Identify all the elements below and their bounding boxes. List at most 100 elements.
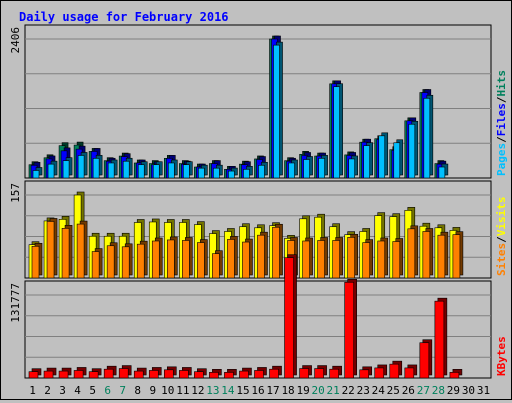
bar-pages-day-4 (77, 155, 85, 179)
bar-kbytes-day-7 (118, 368, 129, 379)
y-max-label-kbytes: 131777 (9, 283, 22, 323)
x-tick-label-day-22: 22 (342, 384, 355, 397)
x-tick-label-day-29: 29 (447, 384, 460, 397)
bar-pages-day-11 (183, 164, 190, 179)
x-tick-label-day-21: 21 (327, 384, 340, 397)
x-tick-label-day-13: 13 (206, 384, 219, 397)
bar-pages-day-1 (32, 170, 40, 179)
x-tick-label-day-20: 20 (312, 384, 325, 397)
bar-kbytes-day-8 (133, 370, 144, 379)
legend-separator: / (495, 136, 508, 143)
bar-sites-day-13 (212, 253, 220, 279)
y-max-label-visits-sites: 157 (9, 183, 22, 203)
x-tick-label-day-14: 14 (221, 384, 235, 397)
bar-kbytes-day-17 (269, 368, 279, 379)
x-tick-label-day-16: 16 (251, 384, 264, 397)
bar-sites-day-25 (392, 241, 401, 279)
y-max-label-hits-pages-files: 2406 (9, 27, 22, 54)
x-tick-label-day-12: 12 (191, 384, 204, 397)
x-tick-label-day-28: 28 (432, 384, 445, 397)
x-tick-label-day-1: 1 (29, 384, 36, 397)
bar-sites-day-5 (91, 251, 100, 279)
bar-pages-day-7 (122, 160, 130, 179)
bar-sites-day-8 (136, 243, 145, 279)
bar-kbytes-day-16 (254, 370, 264, 379)
bar-pages-day-3 (62, 160, 70, 179)
bar-sites-day-26 (407, 228, 416, 279)
x-tick-label-day-6: 6 (104, 384, 111, 397)
bar-kbytes-day-2 (43, 370, 54, 379)
bar-pages-day-17 (273, 44, 280, 179)
chart-title: Daily usage for February 2016 (19, 10, 229, 24)
bar-sites-day-10 (166, 239, 175, 279)
legend-visits: Visits (495, 197, 508, 237)
bar-kbytes-day-18 (284, 257, 294, 379)
bar-kbytes-day-10 (163, 369, 174, 379)
bar-pages-day-5 (92, 158, 100, 179)
x-tick-label-day-18: 18 (281, 384, 294, 397)
x-tick-label-day-11: 11 (176, 384, 189, 397)
bar-kbytes-day-26 (404, 367, 415, 379)
x-tick-label-day-30: 30 (462, 384, 475, 397)
bar-pages-day-8 (137, 164, 145, 179)
bar-pages-day-13 (213, 167, 220, 179)
x-tick-label-day-25: 25 (387, 384, 400, 397)
bar-kbytes-day-1 (28, 371, 39, 379)
plot-area-kbytes (24, 280, 492, 379)
x-tick-label-day-26: 26 (402, 384, 415, 397)
bar-sites-day-21 (332, 240, 340, 279)
bar-kbytes-day-5 (88, 371, 99, 379)
bar-sites-day-16 (257, 234, 265, 279)
bar-pages-day-16 (258, 164, 265, 179)
bar-kbytes-day-29 (449, 372, 460, 379)
bar-pages-day-23 (363, 145, 371, 179)
x-tick-label-day-8: 8 (134, 384, 141, 397)
bar-sites-day-9 (151, 240, 160, 279)
bar-sites-day-23 (362, 242, 371, 279)
bar-sites-day-1 (31, 245, 40, 279)
bar-kbytes-day-24 (374, 367, 385, 379)
bar-pages-day-24 (378, 135, 386, 179)
x-tick-label-day-2: 2 (44, 384, 51, 397)
bar-pages-day-19 (303, 159, 310, 179)
x-tick-label-day-17: 17 (266, 384, 279, 397)
x-tick-label-day-31: 31 (477, 384, 490, 397)
x-tick-label-day-15: 15 (236, 384, 249, 397)
x-tick-label-day-19: 19 (296, 384, 309, 397)
bar-kbytes-day-13 (209, 372, 219, 379)
bar-sites-day-22 (347, 236, 355, 279)
x-tick-label-day-3: 3 (59, 384, 66, 397)
bar-kbytes-day-9 (148, 370, 159, 379)
legend-hits-pages-files: Pages/Files/Hits (495, 70, 508, 176)
bar-pages-day-20 (318, 158, 325, 179)
bar-kbytes-day-28 (434, 300, 445, 379)
bar-pages-day-6 (107, 162, 115, 179)
bar-pages-day-18 (288, 162, 295, 179)
x-tick-label-day-5: 5 (89, 384, 96, 397)
bar-pages-day-22 (348, 158, 355, 179)
bar-sites-day-4 (76, 223, 85, 279)
bar-kbytes-day-19 (299, 368, 309, 379)
bar-kbytes-day-21 (329, 368, 339, 379)
x-tick-label-day-9: 9 (149, 384, 156, 397)
bar-sites-day-11 (182, 240, 190, 279)
x-tick-label-day-7: 7 (119, 384, 126, 397)
bar-kbytes-day-15 (239, 370, 249, 379)
bar-sites-day-12 (197, 242, 205, 279)
legend-separator: / (495, 236, 508, 243)
bar-kbytes-day-6 (103, 368, 114, 379)
bar-sites-day-15 (242, 241, 250, 279)
bar-kbytes-day-4 (73, 370, 84, 379)
bar-sites-day-7 (121, 246, 130, 279)
bar-kbytes-day-22 (344, 281, 354, 379)
legend-files: Files (495, 103, 508, 136)
bar-kbytes-day-11 (179, 370, 189, 379)
bar-sites-day-27 (422, 231, 431, 279)
bar-pages-day-28 (438, 166, 446, 179)
bar-kbytes-day-27 (419, 342, 430, 379)
bar-sites-day-24 (377, 240, 386, 279)
legend-kbytes: KBytes (495, 336, 508, 376)
bar-sites-day-2 (46, 221, 55, 279)
